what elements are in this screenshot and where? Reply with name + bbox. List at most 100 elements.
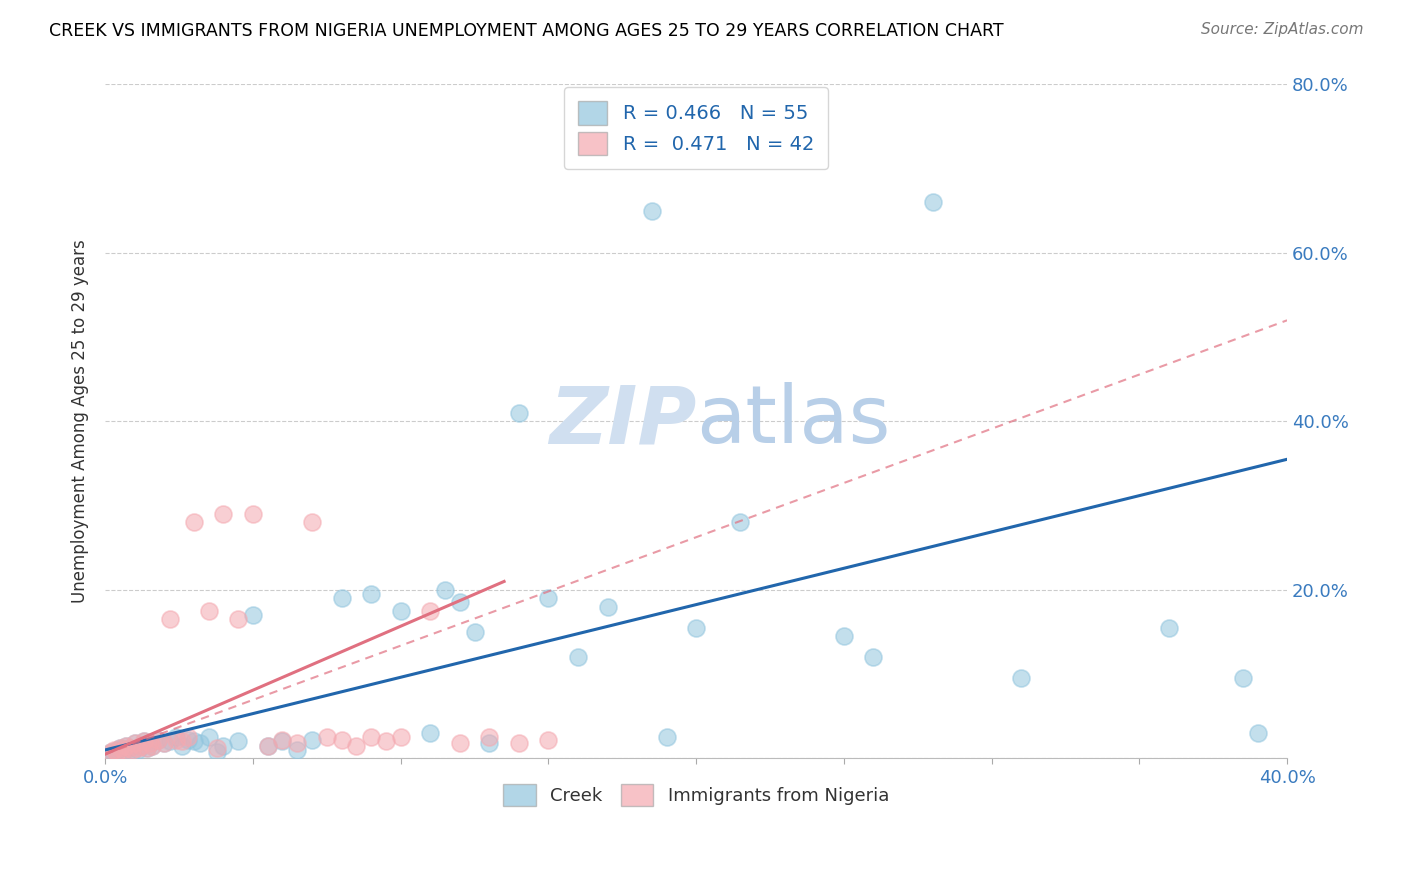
Point [105,743,128,757]
Point [508,736,530,750]
Point [170,739,193,753]
Text: CREEK VS IMMIGRANTS FROM NIGERIA UNEMPLOYMENT AMONG AGES 25 TO 29 YEARS CORRELAT: CREEK VS IMMIGRANTS FROM NIGERIA UNEMPLO… [49,22,1004,40]
Point [537,591,560,606]
Point [135,741,157,756]
Point [197,731,219,745]
Point [256,739,278,753]
Point [105,745,128,759]
Point [285,743,308,757]
Point [301,732,323,747]
Point [108,741,131,756]
Point [138,736,160,750]
Point [177,731,200,745]
Point [118,741,141,756]
Point [108,741,131,756]
Point [138,736,160,750]
Point [449,736,471,750]
Point [596,599,619,614]
Point [449,595,471,609]
Point [111,743,134,757]
Point [115,739,138,753]
Point [127,741,149,756]
Point [103,743,125,757]
Point [100,745,122,759]
Point [212,507,235,521]
Point [111,745,134,759]
Point [183,734,205,748]
Point [389,731,412,745]
Point [226,734,249,748]
Point [165,732,187,747]
Point [360,587,382,601]
Text: atlas: atlas [696,383,890,460]
Point [641,203,664,218]
Point [374,734,396,748]
Point [344,739,367,753]
Point [177,732,200,747]
Point [129,739,152,753]
Point [124,736,146,750]
Point [212,739,235,753]
Point [360,731,382,745]
Point [285,736,308,750]
Point [121,743,143,757]
Point [115,739,138,753]
Point [1246,726,1268,740]
Point [170,734,193,748]
Point [132,734,155,748]
Point [148,732,170,747]
Point [832,629,855,643]
Y-axis label: Unemployment Among Ages 25 to 29 years: Unemployment Among Ages 25 to 29 years [72,240,89,603]
Point [464,625,486,640]
Point [330,732,353,747]
Point [153,736,176,750]
Text: Source: ZipAtlas.com: Source: ZipAtlas.com [1201,22,1364,37]
Legend: Creek, Immigrants from Nigeria: Creek, Immigrants from Nigeria [496,777,896,814]
Point [183,516,205,530]
Point [1010,671,1032,685]
Point [315,731,337,745]
Point [478,736,501,750]
Point [508,406,530,420]
Point [419,604,441,618]
Point [153,736,176,750]
Point [567,650,589,665]
Point [118,741,141,756]
Point [132,734,155,748]
Point [148,732,170,747]
Point [419,726,441,740]
Point [1232,671,1254,685]
Point [159,612,181,626]
Point [103,747,125,761]
Point [207,741,229,756]
Point [301,516,323,530]
Point [188,736,211,750]
Point [129,739,152,753]
Point [537,732,560,747]
Point [242,608,264,623]
Point [256,739,278,753]
Point [127,743,149,757]
Point [242,507,264,521]
Point [271,732,294,747]
Point [862,650,884,665]
Point [124,736,146,750]
Point [121,745,143,759]
Text: ZIP: ZIP [548,383,696,460]
Point [921,195,943,210]
Point [197,604,219,618]
Point [207,745,229,759]
Point [330,591,353,606]
Point [478,731,501,745]
Point [655,731,678,745]
Point [1157,621,1180,635]
Point [165,731,187,745]
Point [434,582,457,597]
Point [141,739,163,753]
Point [730,516,752,530]
Point [271,734,294,748]
Point [389,604,412,618]
Point [135,741,157,756]
Point [100,745,122,759]
Point [685,621,707,635]
